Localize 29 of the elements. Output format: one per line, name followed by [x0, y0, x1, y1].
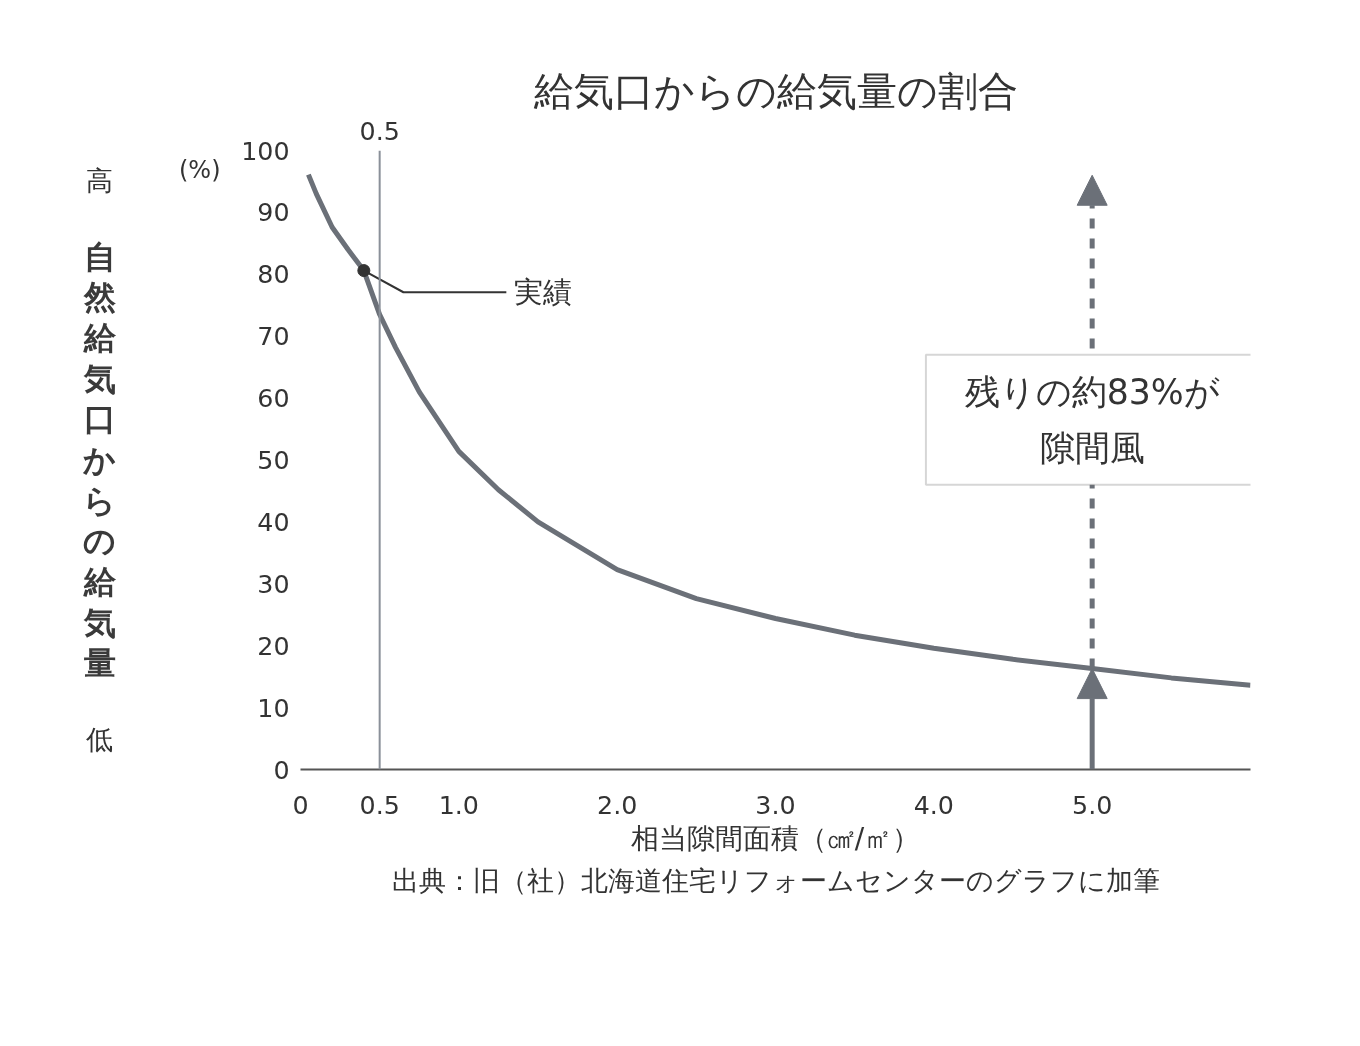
annotation: 隙間風 [1039, 427, 1145, 468]
x-tick-label: 2.0 [597, 789, 638, 820]
text: 自然給気口からの給気量 [83, 237, 116, 683]
x-tick-label: 3.0 [755, 789, 796, 820]
x-tick-label: 1.0 [438, 789, 479, 820]
y-tick-label: 60 [257, 383, 290, 414]
ref-line-label: 0.5 [359, 115, 400, 146]
x-tick-label: 4.0 [913, 789, 954, 820]
text: 高 [86, 164, 113, 196]
y-tick-label: 0 [273, 754, 290, 785]
y-tick-label: 20 [257, 630, 290, 661]
y-tick-label: 50 [257, 445, 290, 475]
text: 低 [86, 724, 113, 756]
x-tick-label: 0.5 [359, 789, 400, 820]
x-tick-label: 0 [292, 789, 309, 820]
y-tick-label: 30 [257, 568, 290, 599]
annotation: 実績 [514, 275, 573, 310]
annotation: 残りの約83%が [964, 371, 1220, 412]
x-axis-title: 相当隙間面積（㎠/㎡） [630, 821, 921, 855]
x-tick-label: 5.0 [1072, 789, 1113, 820]
y-tick-label: 100 [241, 135, 290, 166]
y-tick-label: 10 [257, 692, 290, 723]
y-tick-label: 70 [257, 321, 290, 352]
chart-title: 給気口からの給気量の割合 [532, 67, 1018, 114]
y-tick-label: 40 [257, 506, 290, 537]
source-note: 出典：旧（社）北海道住宅リフォームセンターのグラフに加筆 [391, 864, 1160, 896]
text: (%) [178, 156, 221, 185]
y-tick-label: 80 [257, 259, 290, 290]
y-tick-label: 90 [257, 197, 290, 228]
